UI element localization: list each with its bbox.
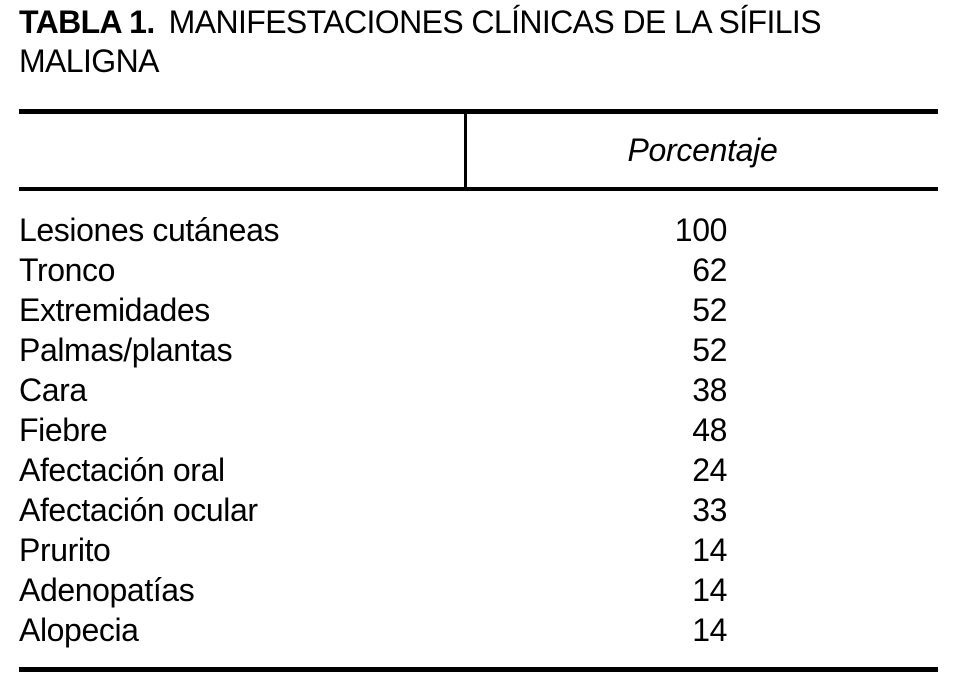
table-row: Afectación ocular 33 — [19, 490, 938, 530]
table-row: Palmas/plantas 52 — [19, 330, 938, 370]
row-value: 14 — [692, 531, 727, 568]
row-value: 100 — [674, 211, 728, 248]
row-value: 24 — [692, 451, 727, 488]
row-label: Adenopatías — [19, 571, 195, 608]
table-title-line2: MALIGNA — [19, 43, 159, 79]
table-title-line1: MANIFESTACIONES CLÍNICAS DE LA SÍFILIS — [168, 4, 822, 40]
row-label: Palmas/plantas — [19, 331, 233, 368]
table-row: Alopecia 14 — [19, 610, 938, 650]
row-label: Extremidades — [19, 291, 210, 328]
table-top-rule — [19, 109, 938, 114]
table-body: Lesiones cutáneas 100 Tronco 62 Extremid… — [19, 210, 938, 650]
table-number-label: TABLA 1. — [19, 4, 155, 40]
row-value: 62 — [692, 251, 727, 288]
row-value: 52 — [692, 291, 727, 328]
row-label: Alopecia — [19, 611, 139, 648]
row-label: Cara — [19, 371, 87, 408]
table-row: Tronco 62 — [19, 250, 938, 290]
header-column-divider — [464, 109, 467, 191]
column-header-porcentaje: Porcentaje — [627, 132, 778, 168]
table-title: TABLA 1. MANIFESTACIONES CLÍNICAS DE LA S… — [19, 3, 935, 81]
table-row: Cara 38 — [19, 370, 938, 410]
table-bottom-rule — [19, 667, 938, 672]
table-row: Lesiones cutáneas 100 — [19, 210, 938, 250]
row-label: Tronco — [19, 251, 116, 288]
row-value: 14 — [692, 611, 727, 648]
row-label: Afectación oral — [19, 451, 225, 488]
row-label: Fiebre — [19, 411, 108, 448]
row-value: 52 — [692, 331, 727, 368]
table-row: Prurito 14 — [19, 530, 938, 570]
row-label: Lesiones cutáneas — [19, 211, 280, 248]
row-label: Afectación ocular — [19, 491, 258, 528]
row-value: 48 — [692, 411, 727, 448]
table-row: Afectación oral 24 — [19, 450, 938, 490]
header-separator-rule — [19, 187, 938, 191]
table-row: Extremidades 52 — [19, 290, 938, 330]
row-value: 38 — [692, 371, 727, 408]
row-label: Prurito — [19, 531, 111, 568]
table-row: Fiebre 48 — [19, 410, 938, 450]
row-value: 14 — [692, 571, 727, 608]
row-value: 33 — [692, 491, 727, 528]
table-row: Adenopatías 14 — [19, 570, 938, 610]
